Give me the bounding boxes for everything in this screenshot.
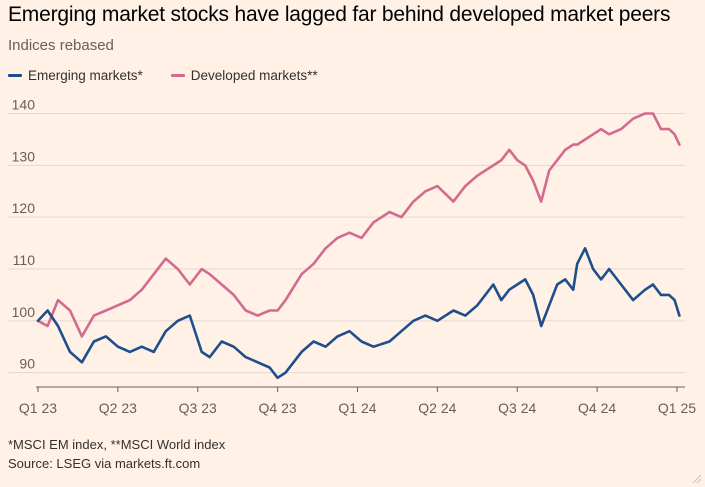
- x-tick-label: Q3 23: [179, 400, 217, 416]
- chart-source: Source: LSEG via markets.ft.com: [8, 456, 201, 471]
- x-tick-label: Q2 24: [418, 400, 456, 416]
- chart-subtitle: Indices rebased: [8, 37, 114, 54]
- x-tick-label: Q4 23: [259, 400, 297, 416]
- y-tick-label: 110: [13, 252, 36, 268]
- chart-title: Emerging market stocks have lagged far b…: [8, 3, 671, 26]
- legend-swatch-developed: [170, 74, 185, 77]
- x-tick-label: Q4 24: [578, 400, 616, 416]
- chart-footnote: *MSCI EM index, **MSCI World index: [8, 437, 226, 452]
- x-tick-label: Q1 23: [19, 400, 57, 416]
- y-tick-label: 130: [12, 148, 36, 164]
- x-tick-label: Q1 25: [658, 400, 696, 416]
- x-tick-label: Q3 24: [498, 400, 536, 416]
- legend-item-developed: Developed markets**: [170, 68, 318, 83]
- chart-legend: Emerging markets* Developed markets**: [8, 68, 346, 83]
- legend-swatch-emerging: [8, 74, 22, 77]
- y-tick-label: 90: [19, 356, 35, 372]
- legend-label-developed: Developed markets**: [190, 68, 318, 83]
- x-tick-label: Q2 23: [99, 400, 137, 416]
- x-tick-label: Q1 24: [338, 400, 376, 416]
- legend-item-emerging: Emerging markets*: [8, 68, 143, 83]
- y-tick-label: 100: [12, 304, 36, 320]
- resize-grip-icon: [692, 474, 701, 483]
- legend-label-emerging: Emerging markets*: [28, 68, 143, 83]
- y-tick-label: 120: [12, 200, 36, 216]
- y-tick-label: 140: [12, 97, 36, 113]
- series-line-developed: [36, 112, 681, 338]
- series-line-emerging: [36, 247, 681, 380]
